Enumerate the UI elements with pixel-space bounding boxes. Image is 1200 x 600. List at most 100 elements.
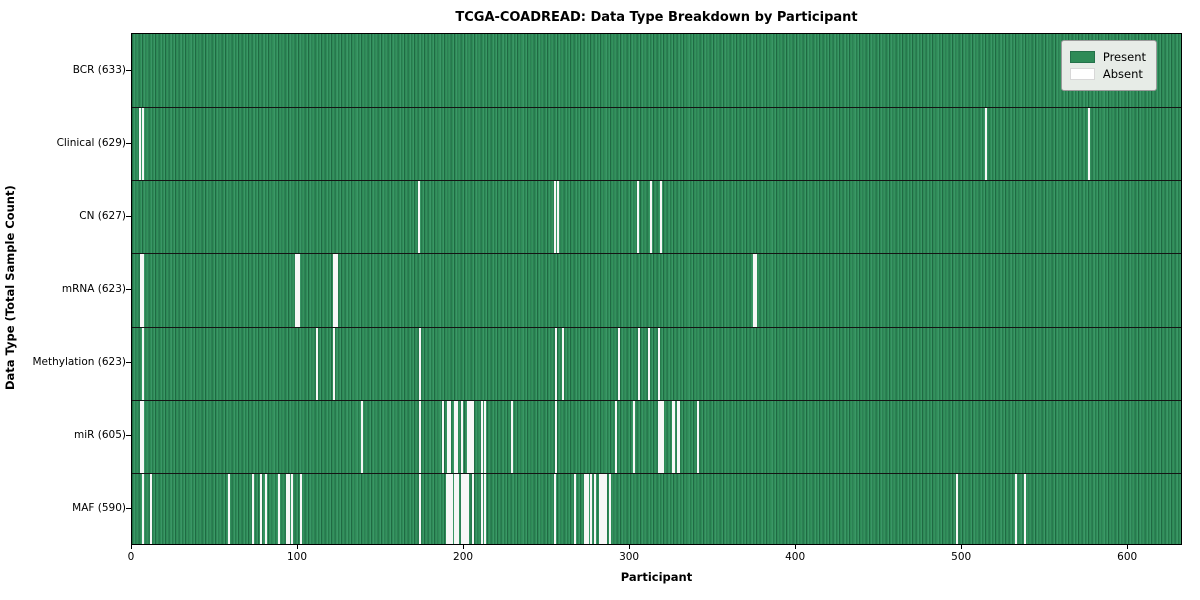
y-tick-label-mRNA: mRNA (623): [61, 283, 126, 295]
absent-stripe: [608, 473, 611, 544]
absent-stripe: [671, 400, 674, 473]
x-tick-mark: [297, 545, 299, 549]
absent-stripe: [553, 181, 556, 254]
x-tick-label-600: 600: [1117, 551, 1138, 563]
absent-stripe: [442, 400, 445, 473]
rows-container: [132, 34, 1181, 544]
y-tick-mark: [126, 508, 131, 510]
row-mRNA: [132, 253, 1181, 327]
absent-stripe: [1088, 108, 1091, 181]
absent-stripe: [419, 327, 422, 400]
x-tick-label-200: 200: [453, 551, 474, 563]
y-tick-mark: [126, 435, 131, 437]
y-tick-label-Methylation: Methylation (623): [32, 356, 126, 369]
x-tick-label-300: 300: [619, 551, 640, 563]
absent-stripe: [228, 473, 231, 544]
absent-stripe: [678, 400, 681, 473]
absent-stripe: [286, 473, 289, 544]
absent-stripe: [585, 473, 588, 544]
absent-stripe: [583, 473, 586, 544]
absent-stripe: [658, 400, 661, 473]
absent-stripe: [605, 473, 608, 544]
present-swatch: [1069, 51, 1095, 63]
absent-stripe: [618, 327, 621, 400]
legend: Present Absent: [1060, 40, 1157, 91]
absent-stripe: [140, 400, 143, 473]
absent-stripe: [455, 400, 458, 473]
x-tick-mark: [961, 545, 963, 549]
absent-stripe: [648, 327, 651, 400]
absent-stripe: [457, 473, 460, 544]
absent-stripe: [467, 400, 470, 473]
row-Methylation: [132, 326, 1181, 400]
absent-stripe: [676, 400, 679, 473]
y-tick-label-miR: miR (605): [73, 429, 126, 442]
absent-stripe: [332, 254, 335, 327]
y-tick-mark: [126, 289, 131, 290]
absent-stripe: [361, 400, 364, 473]
y-tick-mark: [126, 142, 131, 144]
absent-stripe: [480, 400, 483, 473]
absent-stripe: [673, 400, 676, 473]
absent-stripe: [334, 254, 337, 327]
chart-title: TCGA-COADREAD: Data Type Breakdown by Pa…: [455, 10, 858, 25]
x-tick-label-400: 400: [785, 551, 806, 563]
x-tick-label-0: 0: [127, 551, 135, 563]
absent-stripe: [417, 181, 420, 254]
absent-stripe: [650, 181, 653, 254]
absent-stripe: [447, 400, 450, 473]
absent-stripe: [586, 473, 589, 544]
x-tick-mark: [795, 545, 797, 549]
absent-stripe: [661, 400, 664, 473]
absent-stripe: [462, 473, 465, 544]
absent-stripe: [658, 327, 661, 400]
absent-stripe: [483, 473, 486, 544]
absent-stripe: [636, 181, 639, 254]
absent-stripe: [469, 400, 472, 473]
y-tick-label-BCR: BCR (633): [72, 63, 126, 76]
absent-stripe: [1023, 473, 1026, 544]
absent-stripe: [299, 473, 302, 544]
row-MAF: [132, 472, 1181, 544]
absent-stripe: [659, 181, 662, 254]
x-tick-label-500: 500: [951, 551, 972, 563]
absent-stripe: [460, 473, 463, 544]
absent-stripe: [659, 400, 662, 473]
absent-stripe: [141, 327, 144, 400]
legend-entry-absent: Absent: [1069, 67, 1146, 81]
x-axis-title: Participant: [620, 570, 693, 584]
absent-stripe: [419, 400, 422, 473]
x-tick-mark: [131, 545, 132, 549]
absent-stripe: [288, 473, 291, 544]
absent-stripe: [553, 473, 556, 544]
y-tick-label-CN: CN (627): [79, 209, 126, 222]
absent-stripe: [638, 327, 641, 400]
y-tick-label-MAF: MAF (590): [72, 502, 126, 515]
absent-stripe: [259, 473, 262, 544]
absent-stripe: [590, 473, 593, 544]
x-tick-mark: [629, 545, 631, 549]
row-Clinical: [132, 107, 1181, 181]
row-CN: [132, 180, 1181, 254]
absent-stripe: [633, 400, 636, 473]
y-tick-label-Clinical: Clinical (629): [56, 136, 126, 149]
absent-stripe: [573, 473, 576, 544]
absent-stripe: [465, 473, 468, 544]
absent-stripe: [464, 473, 467, 544]
absent-stripe: [449, 473, 452, 544]
row-BCR: [132, 34, 1181, 108]
absent-stripe: [454, 473, 457, 544]
absent-swatch: [1069, 68, 1095, 80]
x-tick-mark: [1127, 545, 1129, 549]
absent-stripe: [450, 473, 453, 544]
absent-stripe: [264, 473, 267, 544]
absent-stripe: [150, 473, 153, 544]
absent-stripe: [985, 108, 988, 181]
absent-stripe: [603, 473, 606, 544]
absent-stripe: [419, 473, 422, 544]
absent-stripe: [141, 254, 144, 327]
absent-stripe: [316, 327, 319, 400]
absent-stripe: [447, 473, 450, 544]
absent-stripe: [278, 473, 281, 544]
